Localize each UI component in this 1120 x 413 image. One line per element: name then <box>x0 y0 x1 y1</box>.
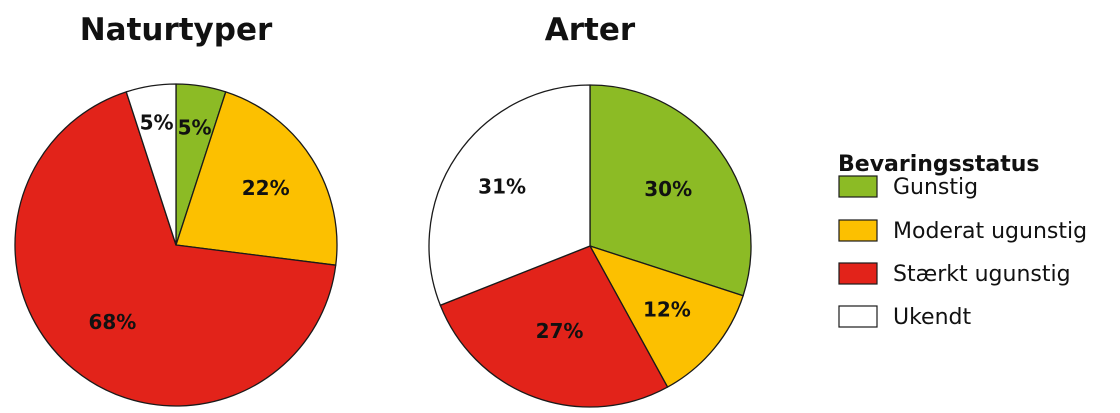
pie-slice-arter-moderat-ugunstig <box>589 245 744 388</box>
legend-swatch-gunstig <box>838 175 878 198</box>
pie-slice-arter-staerkt-ugunstig <box>439 245 669 408</box>
chart-title-naturtyper: Naturtyper <box>80 12 273 48</box>
legend-swatch-ukendt <box>838 305 878 328</box>
pie-slice-naturtyper-ukendt <box>125 83 177 246</box>
legend-label-moderat-ugunstig: Moderat ugunstig <box>893 219 1087 244</box>
legend-item-gunstig: Gunstig <box>838 175 978 200</box>
slice-label-naturtyper-ukendt: 5% <box>140 111 174 135</box>
legend-title: Bevaringsstatus <box>838 152 1040 177</box>
slice-label-naturtyper-gunstig: 5% <box>178 115 212 139</box>
legend-label-staerkt-ugunstig: Stærkt ugunstig <box>893 262 1071 287</box>
slice-label-naturtyper-staerkt-ugunstig: 68% <box>88 310 136 334</box>
pie-slice-naturtyper-moderat-ugunstig <box>175 91 338 266</box>
slice-label-arter-gunstig: 30% <box>644 177 692 201</box>
pie-slice-naturtyper-staerkt-ugunstig <box>14 91 337 407</box>
legend-swatch-moderat-ugunstig <box>838 219 878 242</box>
slice-label-naturtyper-moderat-ugunstig: 22% <box>242 176 290 200</box>
pie-chart-arter: Arter 30% 12% 27% 31% <box>428 12 752 408</box>
chart-title-arter: Arter <box>545 12 636 48</box>
pie-slice-arter-gunstig <box>589 84 752 297</box>
pie-chart-naturtyper: Naturtyper 5% 22% 68% 5% <box>14 12 338 407</box>
legend: Bevaringsstatus Gunstig Moderat ugunstig… <box>838 152 1087 330</box>
slice-label-arter-staerkt-ugunstig: 27% <box>536 319 584 343</box>
pie-slice-arter-ukendt <box>428 84 591 306</box>
legend-label-ukendt: Ukendt <box>893 305 972 330</box>
legend-swatch-staerkt-ugunstig <box>838 262 878 285</box>
legend-item-moderat-ugunstig: Moderat ugunstig <box>838 219 1087 244</box>
slice-label-arter-moderat-ugunstig: 12% <box>643 298 691 322</box>
legend-item-staerkt-ugunstig: Stærkt ugunstig <box>838 262 1071 287</box>
slice-label-arter-ukendt: 31% <box>478 174 526 198</box>
legend-label-gunstig: Gunstig <box>893 175 978 200</box>
legend-item-ukendt: Ukendt <box>838 305 972 330</box>
